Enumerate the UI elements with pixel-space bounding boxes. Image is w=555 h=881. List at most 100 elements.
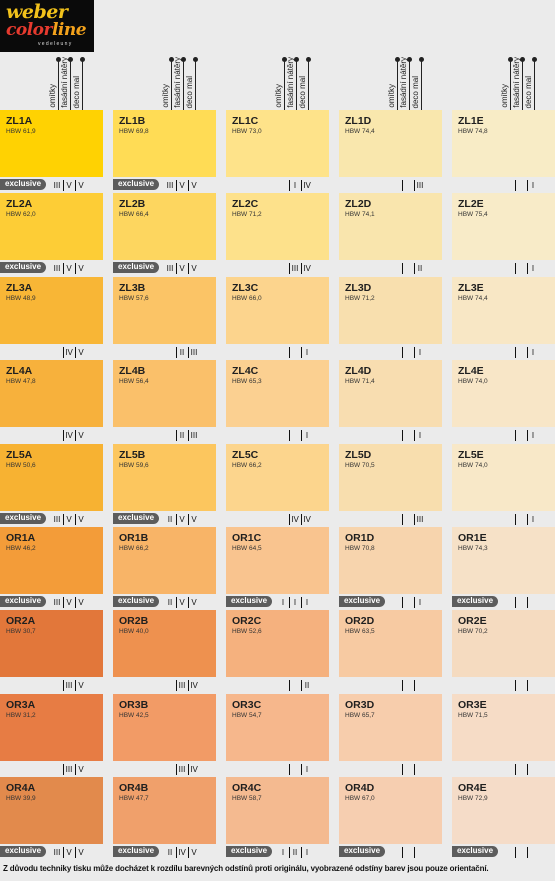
- availability-mark: V: [66, 848, 72, 858]
- color-swatch: ZL4B HBW 56,4: [113, 360, 216, 428]
- mark-separator: [176, 597, 177, 608]
- availability-mark: IV: [291, 514, 299, 524]
- swatch-hbw: HBW 62,0: [6, 211, 36, 219]
- swatch-code: ZL4B: [119, 365, 146, 378]
- swatch-code: OR2A: [6, 615, 36, 628]
- swatch-code: ZL2E: [458, 198, 484, 211]
- mark-separator: [63, 430, 64, 442]
- availability-mark: [290, 679, 300, 692]
- column-pointer-dot: [395, 57, 400, 62]
- swatch-code: ZL3C: [232, 281, 259, 294]
- swatch-code: ZL2C: [232, 198, 259, 211]
- mark-separator: [527, 680, 528, 692]
- swatch-code: OR3A: [6, 698, 36, 711]
- color-swatch: OR3E HBW 71,5: [452, 693, 555, 761]
- swatch-hbw: HBW 69,8: [119, 128, 149, 135]
- mark-separator: [402, 680, 403, 692]
- availability-mark: [403, 346, 413, 359]
- swatch-code: OR1C: [232, 532, 262, 544]
- availability-mark: [391, 596, 401, 609]
- availability-mark: [403, 846, 413, 859]
- swatch-code: ZL2A: [6, 198, 33, 211]
- column-pointer-line: [522, 59, 523, 110]
- mark-separator: [301, 180, 302, 191]
- color-swatch: OR3C HBW 54,7: [226, 693, 329, 761]
- column-pointer-line: [70, 59, 71, 110]
- availability-marks: III: [391, 513, 425, 526]
- availability-mark: V: [66, 514, 72, 524]
- availability-mark: IV: [190, 764, 198, 774]
- exclusive-badge: exclusive: [0, 262, 47, 274]
- color-swatch: ZL1C HBW 73,0: [226, 110, 329, 177]
- column-pointer-line: [409, 59, 410, 110]
- availability-mark: [403, 429, 413, 442]
- mark-separator: [176, 263, 177, 275]
- availability-mark: III: [53, 181, 61, 190]
- swatch-hbw: HBW 66,4: [119, 211, 149, 219]
- availability-marks: III V: [52, 679, 86, 692]
- swatch-hbw: HBW 42,5: [119, 711, 149, 719]
- color-swatch: OR2C HBW 52,6: [226, 610, 329, 678]
- exclusive-badge: exclusive: [113, 262, 160, 274]
- column-pointer-line: [397, 59, 398, 110]
- swatch-code: ZL3D: [345, 281, 372, 294]
- mark-separator: [289, 346, 290, 358]
- color-swatch: ZL1A HBW 61,9: [0, 110, 103, 177]
- swatch-code: ZL4D: [345, 365, 372, 378]
- color-swatch: ZL5C HBW 66,2: [226, 443, 329, 511]
- availability-mark: I: [531, 264, 535, 274]
- availability-mark: I: [305, 764, 309, 774]
- mark-separator: [188, 763, 189, 775]
- availability-mark: [504, 179, 514, 192]
- availability-mark: I: [531, 347, 535, 357]
- column-pointer-dot: [532, 57, 537, 62]
- mark-separator: [402, 513, 403, 525]
- swatch-code: OR4D: [345, 782, 375, 795]
- color-swatch: ZL2E HBW 75,4: [452, 193, 555, 261]
- mark-separator: [176, 180, 177, 191]
- mark-separator: [188, 180, 189, 191]
- color-swatch: ZL3D HBW 71,2: [339, 276, 442, 344]
- availability-mark: [415, 763, 425, 776]
- availability-marks: IV V: [52, 346, 86, 359]
- availability-mark: III: [53, 848, 61, 858]
- column-pointer-dot: [306, 57, 311, 62]
- availability-marks: [391, 846, 425, 859]
- color-swatch: OR1A HBW 46,2: [0, 527, 103, 594]
- exclusive-badge: exclusive: [113, 846, 160, 858]
- availability-mark: [290, 429, 300, 442]
- availability-mark: [516, 763, 526, 776]
- mark-separator: [289, 597, 290, 608]
- exclusive-badge: exclusive: [0, 846, 47, 858]
- swatch-code: ZL5C: [232, 448, 259, 461]
- availability-mark: [403, 679, 413, 692]
- swatch-code: ZL1B: [119, 115, 146, 127]
- availability-mark: I: [305, 347, 309, 357]
- column-label: deco mal: [411, 75, 420, 108]
- mark-separator: [515, 847, 516, 859]
- exclusive-badge: exclusive: [113, 512, 160, 524]
- availability-mark: IV: [190, 681, 198, 691]
- column-pointer-dot: [68, 57, 73, 62]
- mark-separator: [527, 513, 528, 525]
- color-swatch: ZL2D HBW 74,1: [339, 193, 442, 261]
- column-label: fasádní nátěry: [173, 57, 182, 108]
- mark-separator: [414, 180, 415, 191]
- mark-separator: [188, 680, 189, 692]
- mark-separator: [402, 763, 403, 775]
- availability-mark: III: [53, 264, 61, 274]
- availability-mark: [391, 179, 401, 192]
- mark-separator: [402, 597, 403, 608]
- availability-mark: V: [78, 347, 84, 357]
- swatch-hbw: HBW 66,2: [232, 461, 262, 469]
- mark-separator: [402, 263, 403, 275]
- column-label: deco mal: [298, 75, 307, 108]
- mark-separator: [188, 597, 189, 608]
- mark-separator: [402, 346, 403, 358]
- swatch-hbw: HBW 52,6: [232, 628, 262, 636]
- swatch-hbw: HBW 50,6: [6, 461, 36, 469]
- availability-mark: [52, 763, 62, 776]
- mark-separator: [515, 597, 516, 608]
